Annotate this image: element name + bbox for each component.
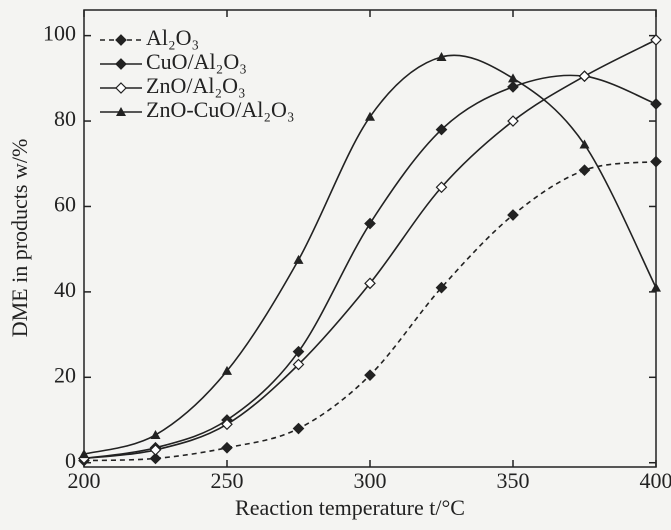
marker [651,35,661,45]
marker [651,283,661,292]
y-axis-title: DME in products w/% [7,139,32,338]
marker [508,73,518,82]
legend-label: ZnO/Al₂O₃ [146,73,246,98]
y-tick-label: 20 [54,362,76,387]
x-tick-label: 250 [211,468,244,493]
y-tick-label: 100 [43,21,76,46]
marker [365,370,375,380]
marker [580,71,590,81]
x-tick-label: 350 [497,468,530,493]
x-tick-label: 300 [354,468,387,493]
marker [294,424,304,434]
marker [151,430,161,439]
marker [651,99,661,109]
legend-label: CuO/Al₂O₃ [146,49,247,74]
legend-marker [116,35,126,45]
legend-label: ZnO-CuO/Al₂O₃ [146,97,295,122]
marker [651,157,661,167]
x-axis-title: Reaction temperature t/°C [235,495,465,520]
x-tick-label: 200 [68,468,101,493]
marker [580,165,590,175]
chart: Reaction temperature t/°C DME in product… [0,0,671,525]
legend-marker [116,59,126,69]
y-tick-label: 40 [54,277,76,302]
marker [365,219,375,229]
legend-marker [116,83,126,93]
page: Reaction temperature t/°C DME in product… [0,0,671,530]
x-tick-label: 400 [640,468,671,493]
y-tick-label: 80 [54,106,76,131]
series-line [84,75,656,458]
marker [294,255,304,264]
y-tick-label: 60 [54,192,76,217]
series-line [84,162,656,461]
marker [508,82,518,92]
marker [222,443,232,453]
legend-label: Al₂O₃ [146,25,199,50]
